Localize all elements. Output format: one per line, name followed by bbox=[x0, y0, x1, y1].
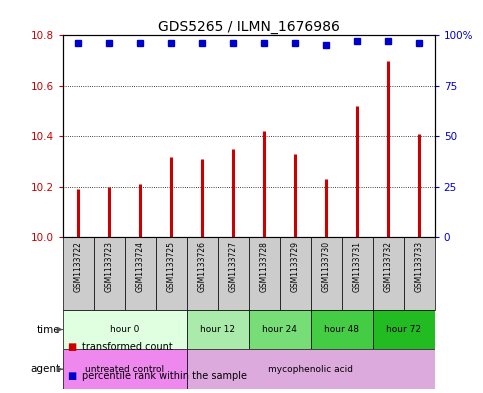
Text: untreated control: untreated control bbox=[85, 365, 164, 374]
Bar bbox=[94, 237, 125, 310]
Text: GSM1133732: GSM1133732 bbox=[384, 241, 393, 292]
Text: GSM1133727: GSM1133727 bbox=[229, 241, 238, 292]
Text: GSM1133725: GSM1133725 bbox=[167, 241, 176, 292]
Title: GDS5265 / ILMN_1676986: GDS5265 / ILMN_1676986 bbox=[158, 20, 340, 34]
Bar bbox=[311, 237, 342, 310]
Text: GSM1133723: GSM1133723 bbox=[105, 241, 114, 292]
Bar bbox=[187, 237, 218, 310]
Bar bbox=[218, 237, 249, 310]
Bar bbox=[156, 237, 187, 310]
Bar bbox=[373, 310, 435, 349]
Text: GSM1133731: GSM1133731 bbox=[353, 241, 362, 292]
Bar bbox=[187, 349, 435, 389]
Bar bbox=[373, 237, 404, 310]
Text: GSM1133724: GSM1133724 bbox=[136, 241, 145, 292]
Bar bbox=[63, 237, 94, 310]
Text: hour 48: hour 48 bbox=[324, 325, 359, 334]
Bar bbox=[280, 237, 311, 310]
Bar bbox=[249, 237, 280, 310]
Bar bbox=[249, 310, 311, 349]
Bar bbox=[342, 237, 373, 310]
Bar bbox=[125, 237, 156, 310]
Text: GSM1133729: GSM1133729 bbox=[291, 241, 300, 292]
Text: percentile rank within the sample: percentile rank within the sample bbox=[82, 371, 247, 382]
Text: ■: ■ bbox=[68, 342, 77, 352]
Text: mycophenolic acid: mycophenolic acid bbox=[268, 365, 353, 374]
Bar bbox=[187, 310, 249, 349]
Text: hour 72: hour 72 bbox=[386, 325, 421, 334]
Text: hour 0: hour 0 bbox=[110, 325, 140, 334]
Bar bbox=[404, 237, 435, 310]
Text: time: time bbox=[37, 325, 60, 334]
Bar bbox=[311, 310, 373, 349]
Bar bbox=[63, 310, 187, 349]
Text: GSM1133726: GSM1133726 bbox=[198, 241, 207, 292]
Text: agent: agent bbox=[30, 364, 60, 374]
Text: GSM1133730: GSM1133730 bbox=[322, 241, 331, 292]
Text: GSM1133733: GSM1133733 bbox=[415, 241, 424, 292]
Bar bbox=[63, 349, 187, 389]
Text: hour 12: hour 12 bbox=[200, 325, 235, 334]
Text: transformed count: transformed count bbox=[82, 342, 173, 352]
Text: ■: ■ bbox=[68, 371, 77, 382]
Text: hour 24: hour 24 bbox=[262, 325, 297, 334]
Text: GSM1133722: GSM1133722 bbox=[74, 241, 83, 292]
Text: GSM1133728: GSM1133728 bbox=[260, 241, 269, 292]
